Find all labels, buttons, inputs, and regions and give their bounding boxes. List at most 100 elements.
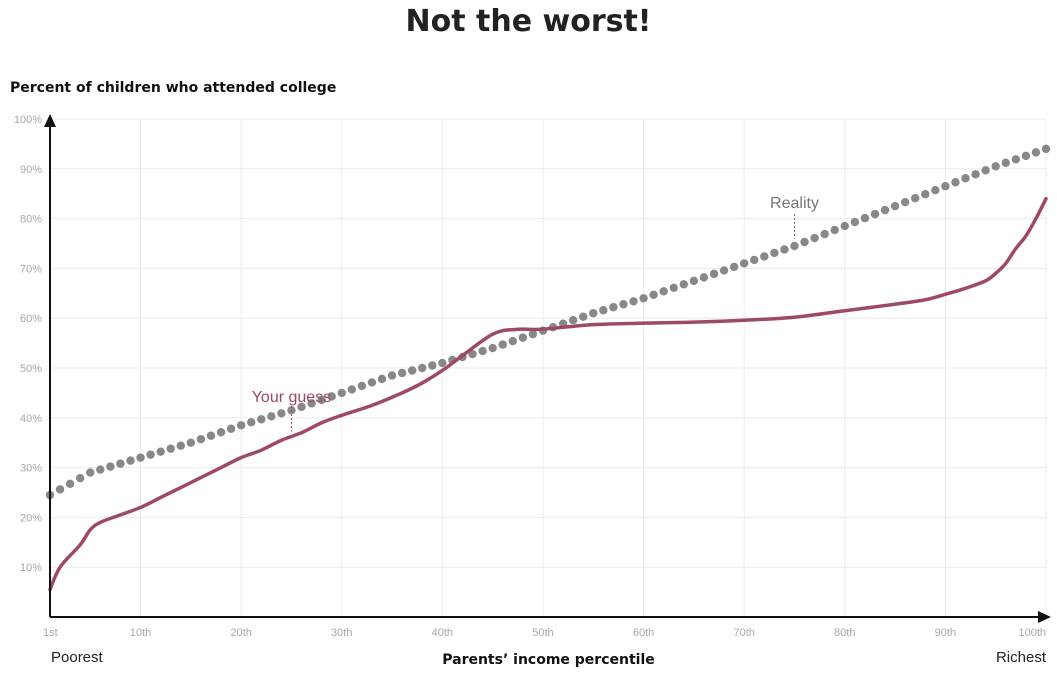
reality-point (75, 473, 85, 483)
y-tick-label: 80% (20, 214, 42, 226)
x-end-label-richest: Richest (996, 649, 1047, 666)
y-axis-label: Percent of children who attended college (10, 80, 337, 96)
reality-point (216, 428, 226, 437)
reality-point (65, 479, 75, 488)
reality-point (870, 209, 880, 219)
reality-point (186, 438, 196, 447)
reality-point (146, 450, 155, 459)
y-tick-label: 60% (20, 313, 42, 325)
reality-point (991, 162, 1000, 171)
y-tick-label: 50% (20, 363, 42, 375)
x-tick-label: 100th (1018, 627, 1046, 639)
reality-point (699, 273, 709, 282)
reality-point (307, 399, 316, 408)
y-tick-label: 20% (20, 512, 42, 524)
reality-point (709, 269, 719, 279)
y-tick-label: 40% (20, 413, 42, 425)
reality-point (669, 283, 678, 293)
reality-point (739, 259, 749, 268)
reality-point (508, 336, 517, 346)
reality-point (689, 276, 699, 286)
reality-point (397, 368, 407, 378)
reality-point (357, 381, 367, 391)
reality-point (1001, 158, 1010, 168)
reality-point (961, 174, 970, 183)
reality-point (981, 166, 990, 175)
reality-point (387, 371, 397, 380)
reality-point (1031, 148, 1041, 157)
reality-point (226, 424, 236, 433)
series-layer (45, 144, 1051, 592)
reality-point (247, 418, 256, 427)
reality-point (126, 456, 135, 465)
reality-point (478, 346, 487, 356)
reality-point (317, 395, 326, 405)
reality-point (639, 294, 648, 303)
y-tick-label: 10% (20, 562, 42, 574)
reality-point (619, 300, 628, 309)
y-tick-label: 70% (20, 263, 42, 275)
reality-point (407, 366, 417, 375)
reality-point (528, 329, 538, 339)
reality-point (277, 409, 286, 418)
reality-point (1021, 151, 1031, 161)
reality-point (236, 421, 246, 430)
reality-point (428, 361, 437, 370)
x-tick-label: 70th (733, 627, 754, 639)
reality-point (860, 213, 870, 223)
axes (44, 114, 1051, 623)
reality-point (971, 170, 980, 179)
reality-point (498, 340, 507, 349)
reality-point (921, 189, 930, 199)
reality-point (810, 233, 819, 243)
reality-point (880, 205, 890, 215)
reality-point (659, 287, 668, 296)
y-tick-label: 100% (14, 114, 42, 126)
reality-point (156, 447, 165, 456)
gridlines (49, 118, 1047, 617)
reality-point (750, 255, 759, 265)
reality-point (729, 262, 739, 272)
reality-point (96, 465, 105, 474)
x-end-label-poorest: Poorest (51, 649, 104, 666)
reality-point (931, 186, 940, 195)
reality-point (206, 431, 216, 440)
guess-label: Your guess (252, 389, 331, 406)
x-tick-label: 80th (834, 627, 855, 639)
x-tick-label: 50th (532, 627, 553, 639)
reality-point (890, 201, 900, 211)
reality-point (257, 415, 266, 424)
reality-point (941, 182, 950, 191)
reality-point (629, 297, 638, 306)
series-reality (45, 144, 1051, 500)
reality-point (55, 485, 65, 494)
reality-point (1011, 155, 1021, 164)
x-tick-labels: 1st 10th 20th 30th 40th 50th 60th 70th 80th 90th 1… (43, 627, 1046, 639)
reality-point (840, 221, 849, 231)
reality-point (377, 374, 387, 384)
reality-point (267, 412, 276, 421)
reality-point (136, 453, 145, 462)
reality-point (488, 343, 497, 353)
x-tick-label: 60th (633, 627, 654, 639)
reality-point (790, 241, 799, 251)
reality-point (679, 280, 689, 289)
reality-point (589, 309, 598, 318)
reality-point (780, 245, 789, 254)
reality-point (196, 435, 206, 444)
x-tick-label: 40th (432, 627, 453, 639)
reality-point (418, 363, 427, 373)
reality-point (770, 248, 779, 258)
annotations: Reality Your guess (252, 195, 819, 432)
reality-point (116, 459, 125, 468)
reality-point (367, 378, 377, 387)
reality-point (166, 444, 175, 453)
reality-point (609, 303, 618, 312)
x-tick-label: 20th (230, 627, 251, 639)
y-tick-labels: 10% 20% 30% 40% 50% 60% 70% 80% 90% 100% (14, 114, 42, 574)
reality-point (830, 225, 839, 235)
chart-title: Not the worst! (405, 4, 652, 39)
reality-point (1041, 144, 1051, 154)
series-your-guess (48, 196, 1048, 592)
x-tick-label: 90th (935, 627, 956, 639)
